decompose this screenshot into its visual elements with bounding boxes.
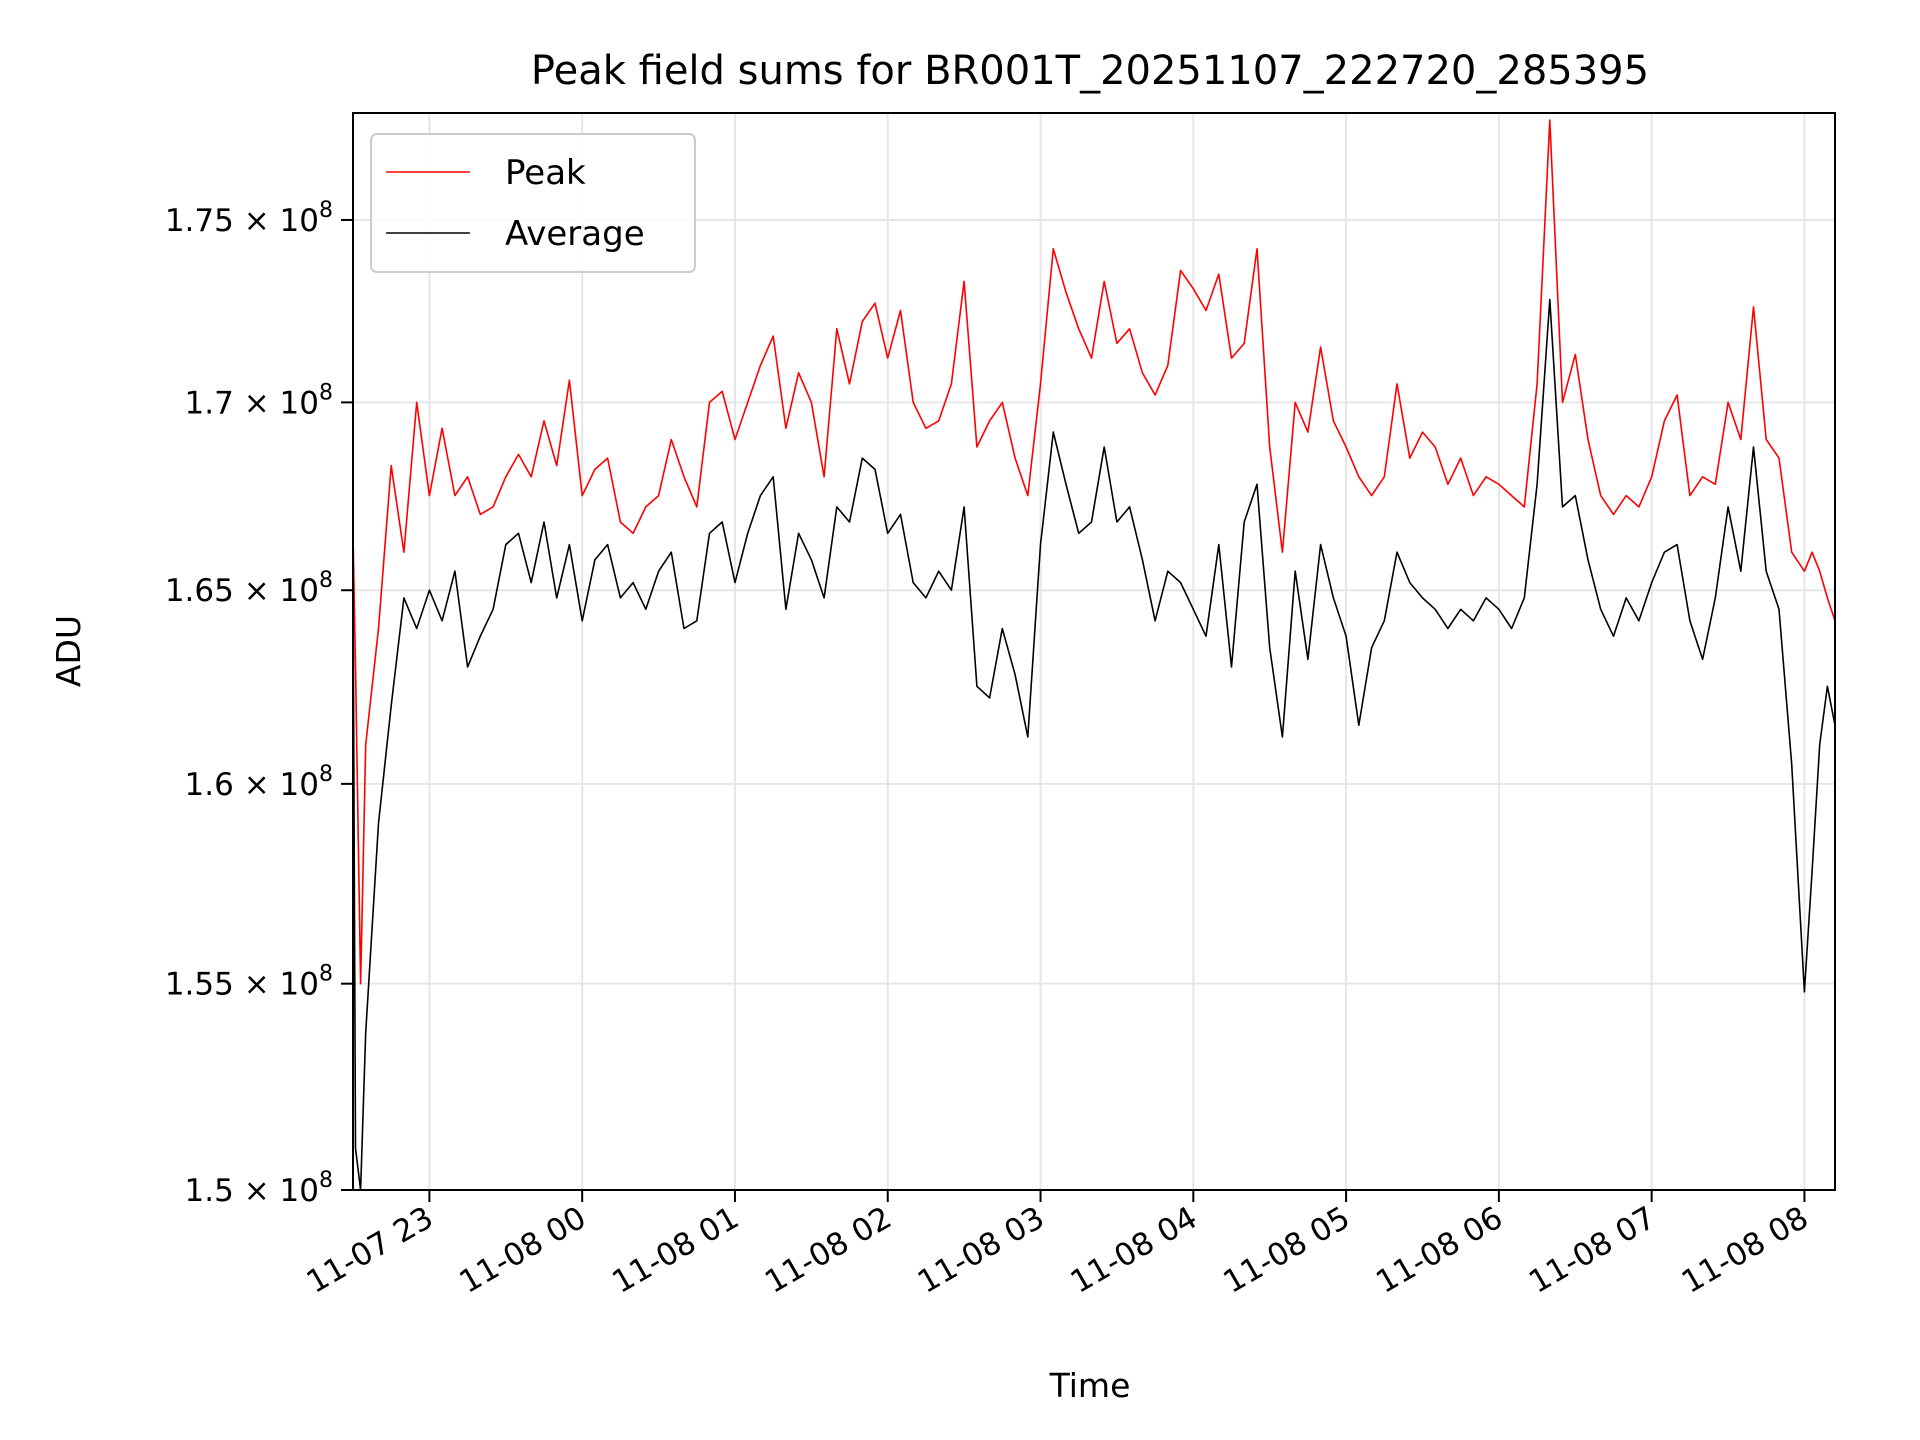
plot-frame: [352, 112, 1836, 1191]
y-tick-mantissa: 1.7: [185, 385, 234, 421]
y-tick-mantissa: 1.75: [165, 203, 234, 239]
y-tick-exponent: 8: [319, 962, 333, 987]
y-tick-mantissa: 1.6: [185, 767, 234, 803]
y-tick-mantissa: 1.65: [165, 573, 234, 609]
y-tick-mantissa: 1.5: [185, 1173, 234, 1209]
x-axis-label: Time: [1049, 1366, 1131, 1405]
series-line-average: [353, 298, 1835, 1190]
legend-label-peak: Peak: [505, 153, 586, 193]
chart-title: Peak field sums for BR001T_20251107_2227…: [531, 48, 1649, 94]
y-tick-exponent: 8: [319, 762, 333, 787]
y-tick-label: 1.6 × 108: [185, 762, 333, 803]
y-tick-label: 1.75 × 108: [165, 198, 333, 239]
legend-box: [370, 133, 696, 273]
y-tick-label: 1.7 × 108: [185, 380, 333, 421]
legend: Peak Average: [370, 133, 696, 273]
y-tick-exponent: 8: [319, 380, 333, 405]
y-tick-exponent: 8: [319, 198, 333, 223]
y-tick-label: 1.65 × 108: [165, 568, 333, 609]
plot-area: [353, 119, 1835, 1190]
y-tick-label: 1.5 × 108: [185, 1168, 333, 1209]
legend-label-average: Average: [505, 214, 645, 254]
y-tick-label: 1.55 × 108: [165, 962, 333, 1003]
y-tick-exponent: 8: [319, 1168, 333, 1193]
y-axis-label: ADU: [49, 615, 88, 687]
series-line-peak: [353, 119, 1835, 985]
y-tick-exponent: 8: [319, 568, 333, 593]
series-layer: [353, 119, 1835, 1190]
y-tick-mantissa: 1.55: [165, 967, 234, 1003]
